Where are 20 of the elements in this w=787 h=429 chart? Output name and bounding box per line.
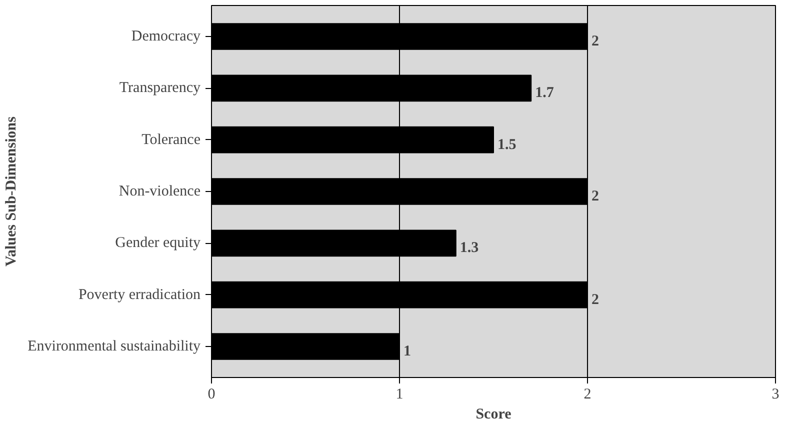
x-tick-label: 3 [772,386,780,402]
y-tick-label: Transparency [119,80,201,96]
y-tick-label: Gender equity [115,235,201,252]
data-label: 1.5 [498,136,516,153]
y-tick-label: Tolerance [142,132,201,148]
y-tick-label: Environmental sustainability [28,338,201,354]
y-tick-label: Poverty erradication [78,286,201,303]
data-label: 2 [592,34,599,50]
data-label: 2 [592,292,599,308]
x-tick-label: 2 [584,386,592,402]
y-axis-title: Values Sub-Dimensions [4,116,20,266]
y-tick-label: Non-violence [118,184,201,200]
data-label: 1 [404,344,411,360]
x-axis-title: Score [476,406,512,422]
y-tick-label: Democracy [131,28,201,44]
data-label: 1.3 [460,240,479,256]
x-tick-label: 0 [208,386,216,402]
data-label: 1.7 [535,85,554,102]
data-label: 2 [592,188,599,204]
x-tick-label: 1 [396,386,404,402]
